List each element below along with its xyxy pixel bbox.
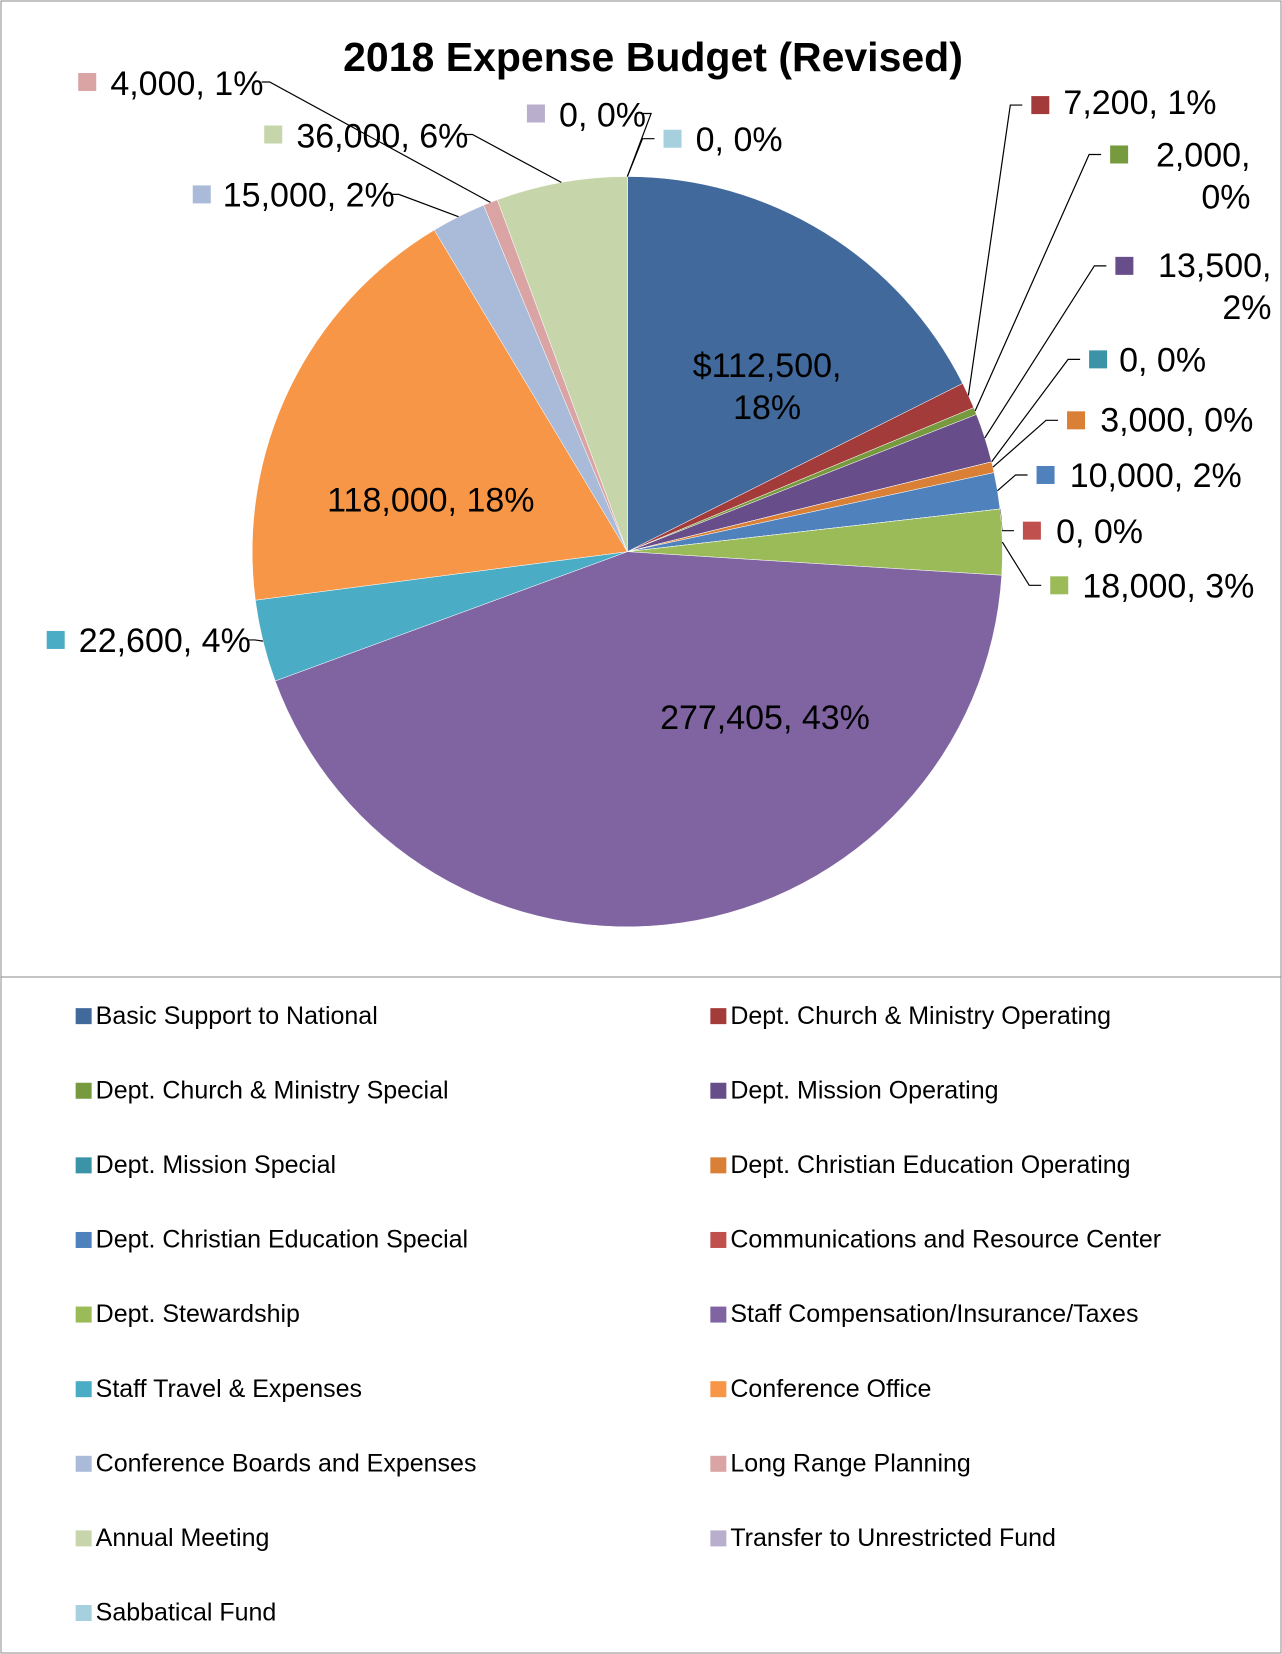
legend-key	[75, 1082, 92, 1099]
legend-label: Annual Meeting	[96, 1524, 270, 1552]
legend-label: Dept. Church & Ministry Operating	[730, 1002, 1111, 1030]
data-label: 36,000, 6%	[296, 118, 468, 156]
chart-title: 2018 Expense Budget (Revised)	[343, 34, 963, 80]
legend-label: Dept. Mission Special	[96, 1151, 336, 1179]
pie-slice	[274, 551, 1003, 928]
leader-line	[984, 265, 1107, 439]
label-key	[1031, 96, 1050, 115]
leader-line	[974, 153, 1102, 412]
label-key	[192, 185, 211, 204]
legend-key	[75, 1381, 92, 1398]
legend-label: Conference Office	[730, 1375, 931, 1403]
leader-line	[1001, 541, 1042, 586]
data-label: 7,200, 1%	[1063, 84, 1216, 122]
data-label-line: $112,500,	[693, 347, 842, 385]
leader-line	[464, 133, 562, 183]
legend-label: Staff Travel & Expenses	[96, 1375, 362, 1403]
data-label: 2,000, 0%	[1156, 137, 1251, 217]
label-key	[46, 630, 65, 649]
legend-label: Dept. Stewardship	[96, 1300, 300, 1328]
leader-line	[390, 193, 459, 218]
data-label: 0, 0%	[1119, 342, 1206, 380]
legend-key	[75, 1157, 92, 1174]
legend-label: Sabbatical Fund	[96, 1599, 277, 1627]
legend-label: Conference Boards and Expenses	[96, 1449, 477, 1477]
legend-label: Dept. Mission Operating	[730, 1076, 998, 1104]
data-label: 0, 0%	[696, 121, 783, 159]
legend-key	[75, 1455, 92, 1472]
data-label: 10,000, 2%	[1070, 457, 1242, 495]
data-label: 0, 0%	[559, 97, 646, 135]
legend-key	[75, 1231, 92, 1248]
legend-key	[710, 1082, 727, 1099]
label-key	[1067, 411, 1086, 430]
legend-key	[710, 1157, 727, 1174]
legend-key	[710, 1231, 727, 1248]
label-key	[78, 72, 97, 91]
legend-label: Dept. Church & Ministry Special	[96, 1076, 449, 1104]
data-label: 4,000, 1%	[110, 65, 263, 103]
legend-key	[710, 1008, 727, 1025]
leader-line	[997, 474, 1028, 492]
legend-label: Communications and Resource Center	[730, 1226, 1161, 1254]
legend-label: Long Range Planning	[730, 1449, 970, 1477]
data-label: 18,000, 3%	[1082, 567, 1254, 605]
data-label: 22,600, 4%	[79, 622, 251, 660]
data-label: 277,405, 43%	[660, 699, 870, 737]
leader-line	[246, 639, 264, 642]
leader-line	[626, 138, 655, 177]
legend-key	[75, 1605, 92, 1622]
legend-key	[710, 1530, 727, 1547]
legend-key	[75, 1008, 92, 1025]
legend-label: Dept. Christian Education Operating	[730, 1151, 1130, 1179]
data-label-line: 2,000,	[1156, 137, 1251, 175]
pie-slice	[497, 176, 628, 552]
legend-frame	[0, 976, 1282, 1654]
pie-slice	[627, 176, 963, 553]
legend-label: Staff Compensation/Insurance/Taxes	[730, 1300, 1138, 1328]
label-key	[1115, 256, 1134, 275]
label-key	[1089, 350, 1108, 369]
legend-key	[710, 1381, 727, 1398]
leader-line	[991, 358, 1081, 463]
legend-key	[75, 1530, 92, 1547]
label-key	[663, 129, 682, 148]
label-key	[264, 125, 283, 144]
data-label-line: 0%	[1201, 179, 1250, 217]
legend-label: Basic Support to National	[96, 1002, 378, 1030]
legend-label: Transfer to Unrestricted Fund	[730, 1524, 1056, 1552]
data-label: 3,000, 0%	[1100, 401, 1253, 439]
data-label-line: 2%	[1222, 289, 1271, 327]
label-key	[1110, 145, 1129, 164]
leader-line	[967, 104, 1023, 396]
legend-key	[75, 1306, 92, 1323]
legend-key	[710, 1306, 727, 1323]
data-label: 15,000, 2%	[223, 177, 395, 215]
label-key	[1050, 576, 1069, 595]
label-key	[526, 104, 545, 123]
label-key	[1022, 521, 1041, 540]
leader-line	[992, 419, 1059, 468]
data-label: 118,000, 18%	[327, 481, 534, 519]
data-label: $112,500, 18%	[693, 347, 842, 427]
data-label-line: 13,500,	[1158, 247, 1271, 285]
data-label: 0, 0%	[1056, 513, 1143, 551]
legend-label: Dept. Christian Education Special	[96, 1226, 468, 1254]
data-label-line: 18%	[733, 389, 801, 427]
pie-slice	[251, 229, 628, 601]
legend-key	[710, 1455, 727, 1472]
label-key	[1036, 465, 1055, 484]
leader-line	[261, 81, 491, 203]
data-label: 13,500, 2%	[1158, 247, 1271, 327]
